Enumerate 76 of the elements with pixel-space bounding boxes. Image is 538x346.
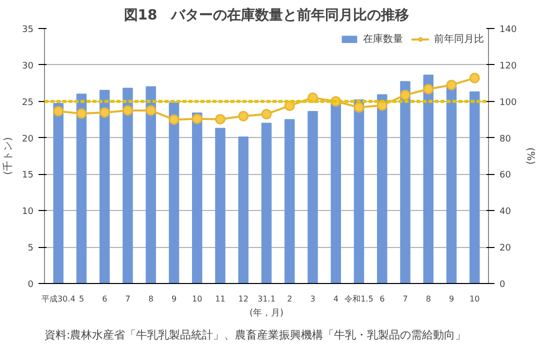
point	[192, 114, 202, 124]
x-tick-label: 令和1.5	[344, 294, 374, 304]
point	[423, 84, 434, 94]
bar	[377, 94, 388, 284]
bar	[308, 111, 318, 284]
legend-label: 前年同月比	[434, 32, 484, 46]
bar	[192, 112, 202, 284]
y2-tick-label: 140	[500, 25, 517, 35]
x-tick-label: 9	[171, 294, 177, 304]
y2-tick-label: 20	[500, 244, 512, 254]
y2-tick-label: 60	[500, 170, 512, 181]
bar	[261, 122, 272, 284]
legend-label: 在庫数量	[363, 32, 403, 46]
x-tick-label: 9	[448, 294, 454, 304]
y-tick-label: 10	[22, 207, 34, 218]
x-tick-label: 4	[333, 294, 338, 304]
y2-tick-label: 100	[500, 98, 517, 108]
y-tick-label: 15	[22, 170, 34, 181]
x-tick-label: 31.1	[258, 294, 276, 304]
bar	[354, 99, 364, 284]
x-tick-label: 10	[192, 294, 202, 304]
bar	[284, 119, 295, 284]
point	[354, 102, 364, 113]
x-tick-label: 6	[380, 294, 385, 304]
chart-title: 図18 バターの在庫数量と前年同月比の推移	[124, 6, 410, 24]
bar	[76, 94, 87, 284]
y2-tick-label: 0	[500, 280, 506, 290]
point	[400, 90, 410, 100]
y-tick-label: 5	[28, 244, 34, 254]
y2-tick-label: 120	[500, 61, 517, 72]
bar	[146, 86, 156, 284]
y-tick-label: 0	[28, 280, 34, 290]
point	[168, 114, 180, 125]
x-tick-label: 平成30.4	[41, 294, 76, 304]
bar	[470, 91, 480, 284]
point	[261, 108, 272, 120]
x-tick-label: 6	[102, 294, 108, 304]
text: 資料:農林水産省「牛乳乳製品統計」、農畜産業振興機構「牛乳・乳製品の需給動向」	[44, 328, 466, 342]
x-tick-label: 8	[148, 294, 154, 304]
point	[122, 105, 133, 116]
x-tick-label: 5	[78, 294, 84, 304]
bar	[168, 102, 180, 284]
point	[238, 110, 249, 122]
point	[146, 105, 156, 116]
x-axis-title: (年，月)	[249, 308, 284, 318]
bar	[423, 74, 434, 284]
bar	[100, 90, 110, 284]
x-tick-label: 2	[287, 294, 292, 304]
y2-tick-label: 80	[500, 134, 512, 144]
x-tick-label: 10	[470, 294, 480, 304]
y-tick-label: 30	[22, 61, 34, 72]
y-tick-label: 35	[22, 25, 34, 35]
bar	[330, 102, 341, 284]
y2-tick-label: 40	[500, 207, 512, 218]
point	[469, 72, 480, 84]
x-tick-label: 3	[310, 294, 316, 304]
y2-axis-title: (%)	[524, 147, 536, 165]
bar	[215, 128, 226, 284]
x-tick-label: 7	[402, 294, 408, 304]
bar	[446, 86, 457, 284]
bar	[238, 136, 248, 284]
y-tick-label: 20	[22, 134, 34, 144]
point	[215, 114, 226, 124]
x-tick-label: 11	[215, 294, 226, 304]
point	[99, 107, 110, 118]
bar	[122, 88, 133, 284]
point	[446, 80, 457, 90]
y-axis-title: (千トン)	[2, 137, 14, 175]
point	[53, 106, 64, 116]
x-tick-label: 7	[125, 294, 130, 304]
x-tick-label: 8	[426, 294, 431, 304]
point	[76, 108, 87, 119]
bar	[53, 103, 64, 284]
x-tick-label: 12	[238, 294, 248, 304]
bar	[400, 81, 410, 284]
y-tick-label: 25	[22, 98, 34, 108]
